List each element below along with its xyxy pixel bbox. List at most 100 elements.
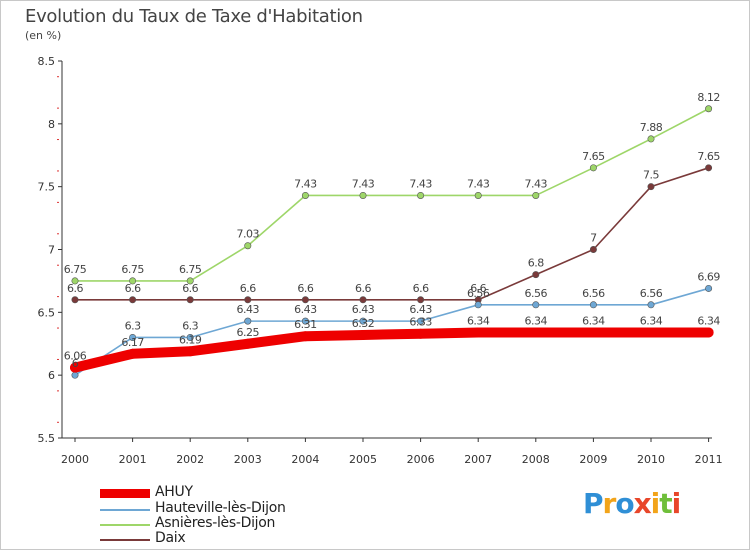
logo-letter: t [659, 487, 672, 520]
data-label: 6.75 [179, 263, 202, 276]
data-point [705, 105, 713, 113]
data-label: 6.34 [467, 314, 490, 327]
logo-letter: i [650, 487, 661, 520]
data-point [70, 362, 80, 373]
series-daix [71, 164, 713, 304]
data-point [71, 277, 79, 285]
data-point [244, 317, 252, 325]
data-label: 6.56 [640, 287, 663, 300]
data-label: 6.43 [409, 303, 432, 316]
data-label: 6.17 [121, 336, 144, 349]
data-label: 6.6 [240, 282, 256, 295]
proxiti-logo: Proxiti [583, 487, 681, 520]
data-label: 6.3 [125, 319, 141, 332]
logo-letter: o [615, 487, 634, 520]
data-point [129, 296, 137, 304]
data-point [242, 338, 253, 349]
data-point [474, 191, 482, 199]
series-line [74, 107, 710, 282]
data-point [244, 296, 252, 304]
data-label: 6.6 [470, 282, 486, 295]
data-point [301, 317, 309, 325]
data-label: 6.34 [697, 314, 720, 327]
y-tick-label: 7.5 [38, 181, 56, 194]
data-label: 7.65 [582, 150, 605, 163]
data-label: 6.56 [582, 287, 605, 300]
x-tick-label: 2001 [119, 453, 147, 466]
data-point [646, 327, 656, 338]
data-label: 7.43 [294, 177, 317, 190]
data-label: 6.34 [582, 314, 605, 327]
x-tick-label: 2006 [407, 453, 435, 466]
data-label: 6.56 [467, 287, 490, 300]
x-tick-label: 2004 [291, 453, 319, 466]
data-label: 6.43 [294, 303, 317, 316]
data-label: 6.43 [352, 303, 375, 316]
legend-label: Hauteville-lès-Dijon [155, 500, 286, 516]
x-tick-label: 2000 [61, 453, 89, 466]
data-label: 7.5 [643, 169, 659, 182]
data-label: 7 [590, 232, 597, 245]
data-point [359, 317, 367, 325]
data-label: 6.19 [179, 333, 202, 346]
data-labels: 6.06 6.17 6.19 6.25 6.31 6.32 6.33 6.34 6.34 6.34… [64, 91, 721, 370]
data-point [647, 135, 655, 143]
data-point [588, 327, 599, 338]
logo-letter: x [633, 487, 652, 520]
logo-letter: r [602, 487, 617, 520]
y-tick-label: 6 [48, 369, 55, 382]
data-label: 6.6 [413, 282, 429, 295]
legend-label: Daix [155, 530, 186, 546]
data-point [359, 191, 367, 199]
legend-label: Asnières-lès-Dijon [155, 515, 276, 531]
data-point [589, 164, 597, 172]
data-point [244, 242, 252, 250]
data-label: 6.32 [352, 317, 375, 330]
data-label: 6.8 [528, 257, 544, 270]
data-label: 6.75 [64, 263, 87, 276]
y-tick-label: 8.5 [38, 55, 56, 68]
series-asni-res-l-s-dijon [71, 105, 713, 285]
chart-unit-label: (en %) [25, 29, 62, 42]
x-tick-label: 2011 [695, 453, 723, 466]
data-point [185, 346, 196, 357]
y-tick-label: 7 [48, 244, 55, 257]
data-point [647, 183, 655, 191]
data-point [129, 277, 137, 285]
data-point [71, 371, 79, 379]
data-label: 6.6 [182, 282, 198, 295]
legend-swatch [100, 509, 150, 511]
data-point [530, 327, 541, 338]
data-label: 6.06 [64, 350, 87, 363]
data-point [186, 333, 194, 341]
data-point [589, 301, 597, 309]
x-tick-label: 2003 [234, 453, 262, 466]
data-point [703, 327, 714, 338]
data-label: 6.33 [409, 316, 432, 329]
data-label: 7.43 [352, 177, 375, 190]
data-label: 7.43 [467, 177, 490, 190]
data-label: 7.43 [525, 177, 548, 190]
data-point [532, 301, 540, 309]
x-tick-label: 2008 [522, 453, 550, 466]
data-label: 6.6 [67, 282, 83, 295]
data-point [417, 296, 425, 304]
data-point [359, 296, 367, 304]
logo-letter: P [583, 487, 604, 520]
series-line [74, 287, 710, 376]
data-point [415, 328, 426, 339]
data-label: 6.6 [125, 282, 141, 295]
data-point [186, 277, 194, 285]
data-point [301, 296, 309, 304]
data-label: 6.25 [237, 326, 260, 339]
data-label: 6.34 [525, 314, 548, 327]
series-line [74, 167, 710, 301]
data-point [186, 296, 194, 304]
data-label: 7.03 [237, 228, 260, 241]
legend-label: AHUY [155, 484, 193, 500]
data-label: 6.3 [182, 319, 198, 332]
data-label: 6.69 [697, 270, 720, 283]
data-label: 8.12 [697, 91, 720, 104]
y-tick-label: 5.5 [38, 432, 56, 445]
